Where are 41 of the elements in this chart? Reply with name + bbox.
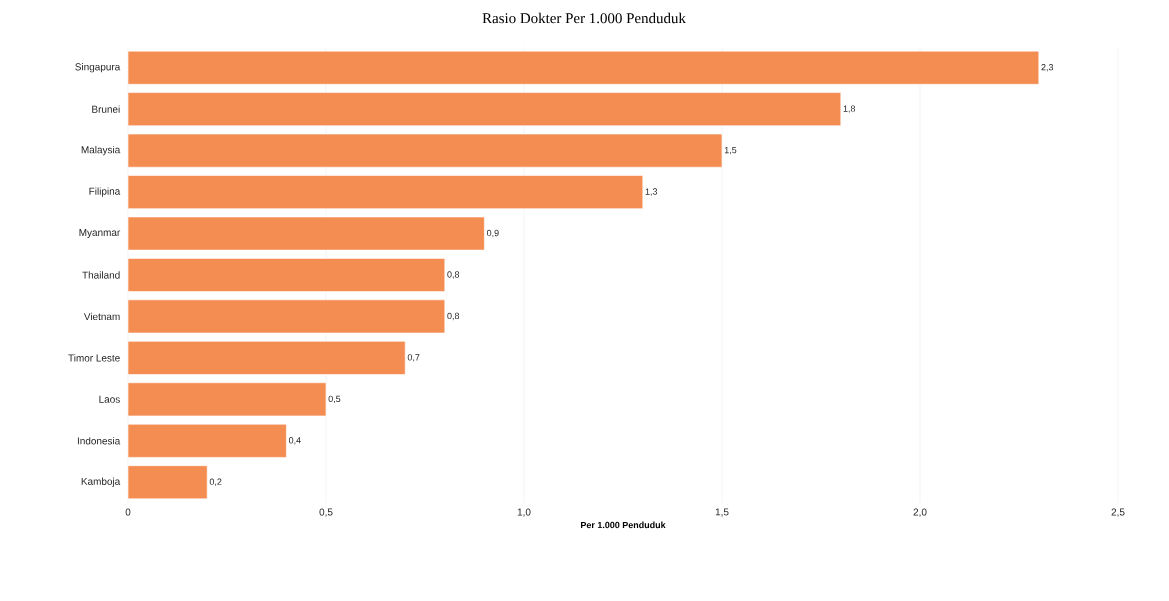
data-label: 0,2 [209,478,222,486]
data-label: 1,5 [724,146,737,155]
data-label: 0,5 [328,395,341,404]
x-tick-label: 1,5 [715,508,729,517]
x-tick-label: 2,5 [1111,508,1125,517]
bar [128,382,327,417]
data-label: 0,8 [447,312,460,321]
y-tick-label: Laos [99,395,120,403]
bar [128,423,287,458]
data-label: 0,7 [407,354,420,362]
y-tick-label: Filipina [89,187,121,197]
bar [128,258,446,292]
y-tick-label: Thailand [82,271,120,279]
bar [128,216,485,251]
y-tick-label: Kamboja [81,477,121,487]
bar [128,299,446,334]
data-label: 1,8 [843,105,856,113]
y-tick-label: Indonesia [77,437,121,445]
x-axis-title: Per 1.000 Penduduk [581,521,666,529]
y-tick-label: Malaysia [81,145,121,156]
data-label: 0,4 [288,437,301,445]
x-tick-label: 0 [125,508,131,516]
y-tick-label: Vietnam [83,312,120,321]
bar [128,175,644,209]
y-tick-label: Myanmar [79,229,121,238]
y-tick-label: Timor Leste [68,354,120,362]
data-label: 0,9 [486,229,499,238]
data-label: 2,3 [1041,64,1054,72]
x-tick-label: 2,0 [913,508,927,517]
bar [128,92,842,127]
data-label: 1,3 [645,188,658,196]
y-tick-label: Singapura [75,63,121,73]
data-label: 0,8 [447,271,460,279]
chart-title: Rasio Dokter Per 1.000 Penduduk [482,12,686,24]
y-tick-label: Brunei [92,105,120,113]
bar [128,465,208,500]
bar [128,133,723,168]
x-tick-label: 1,0 [517,508,531,517]
bar [128,341,406,375]
x-tick-label: 0,5 [319,508,333,517]
bar [128,50,1040,85]
